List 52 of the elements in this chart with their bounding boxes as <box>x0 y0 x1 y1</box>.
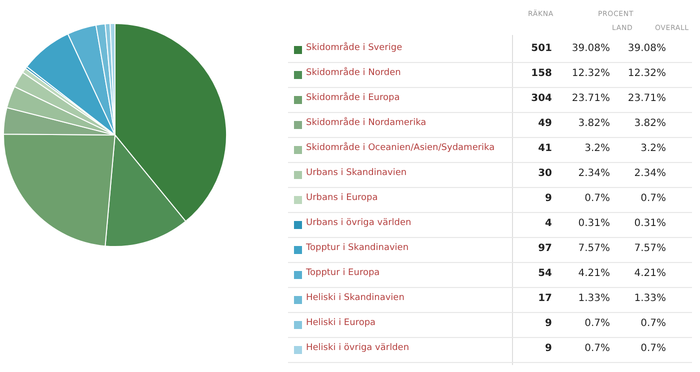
legend-label: Urbans i övriga världen <box>306 218 412 228</box>
text: 0.7% <box>584 343 610 354</box>
legend-label: Skidområde i Europa <box>306 93 400 103</box>
legend-label: Heliski i övriga världen <box>306 343 410 353</box>
text: 3.82% <box>634 118 666 129</box>
data-label: 501 <box>531 43 552 54</box>
data-label: 30 <box>538 168 552 179</box>
text: 4.21% <box>578 268 610 279</box>
text: 23.71% <box>628 93 666 104</box>
text: 23.71% <box>572 93 610 104</box>
text: 3.82% <box>578 118 610 129</box>
legend-label: Skidområde i Norden <box>306 68 401 78</box>
text: 39.08% <box>628 43 666 54</box>
text: 1.33% <box>634 293 666 304</box>
legend-label: Skidområde i Oceanien/Asien/Sydamerika <box>306 143 495 153</box>
data-label: 4 <box>545 218 552 229</box>
text: 0.7% <box>640 318 666 329</box>
data-label: 49 <box>538 118 552 129</box>
legend-label: Topptur i Europa <box>306 268 380 278</box>
legend-label: Urbans i Skandinavien <box>306 168 407 178</box>
text: 0.31% <box>634 218 666 229</box>
legend-label: Skidområde i Sverige <box>306 43 402 53</box>
text: 0.7% <box>584 318 610 329</box>
text: 2.34% <box>578 168 610 179</box>
text: 4.21% <box>634 268 666 279</box>
text: 1.33% <box>578 293 610 304</box>
legend-label: Urbans i Europa <box>306 193 378 203</box>
data-label: 9 <box>545 318 552 329</box>
data-label: 97 <box>538 243 552 254</box>
data-label: 54 <box>538 268 552 279</box>
data-label: 17 <box>538 293 552 304</box>
legend-label: Heliski i Skandinavien <box>306 293 404 303</box>
text: 7.57% <box>634 243 666 254</box>
text: 0.7% <box>584 193 610 204</box>
text: 3.2% <box>584 143 610 154</box>
data-label: 158 <box>531 68 552 79</box>
text: 12.32% <box>572 68 610 79</box>
legend-label: Heliski i Europa <box>306 318 376 328</box>
text: 2.34% <box>634 168 666 179</box>
data-label: 9 <box>545 193 552 204</box>
text: 0.7% <box>640 193 666 204</box>
legend-label: Topptur i Skandinavien <box>306 243 409 253</box>
legend-label: Skidområde i Nordamerika <box>306 118 426 128</box>
text: 7.57% <box>578 243 610 254</box>
text: 12.32% <box>628 68 666 79</box>
data-label: 41 <box>538 143 552 154</box>
text: 39.08% <box>572 43 610 54</box>
text: 0.31% <box>578 218 610 229</box>
text: 3.2% <box>640 143 666 154</box>
data-label: 9 <box>545 343 552 354</box>
data-label: 304 <box>531 93 552 104</box>
text: 0.7% <box>640 343 666 354</box>
